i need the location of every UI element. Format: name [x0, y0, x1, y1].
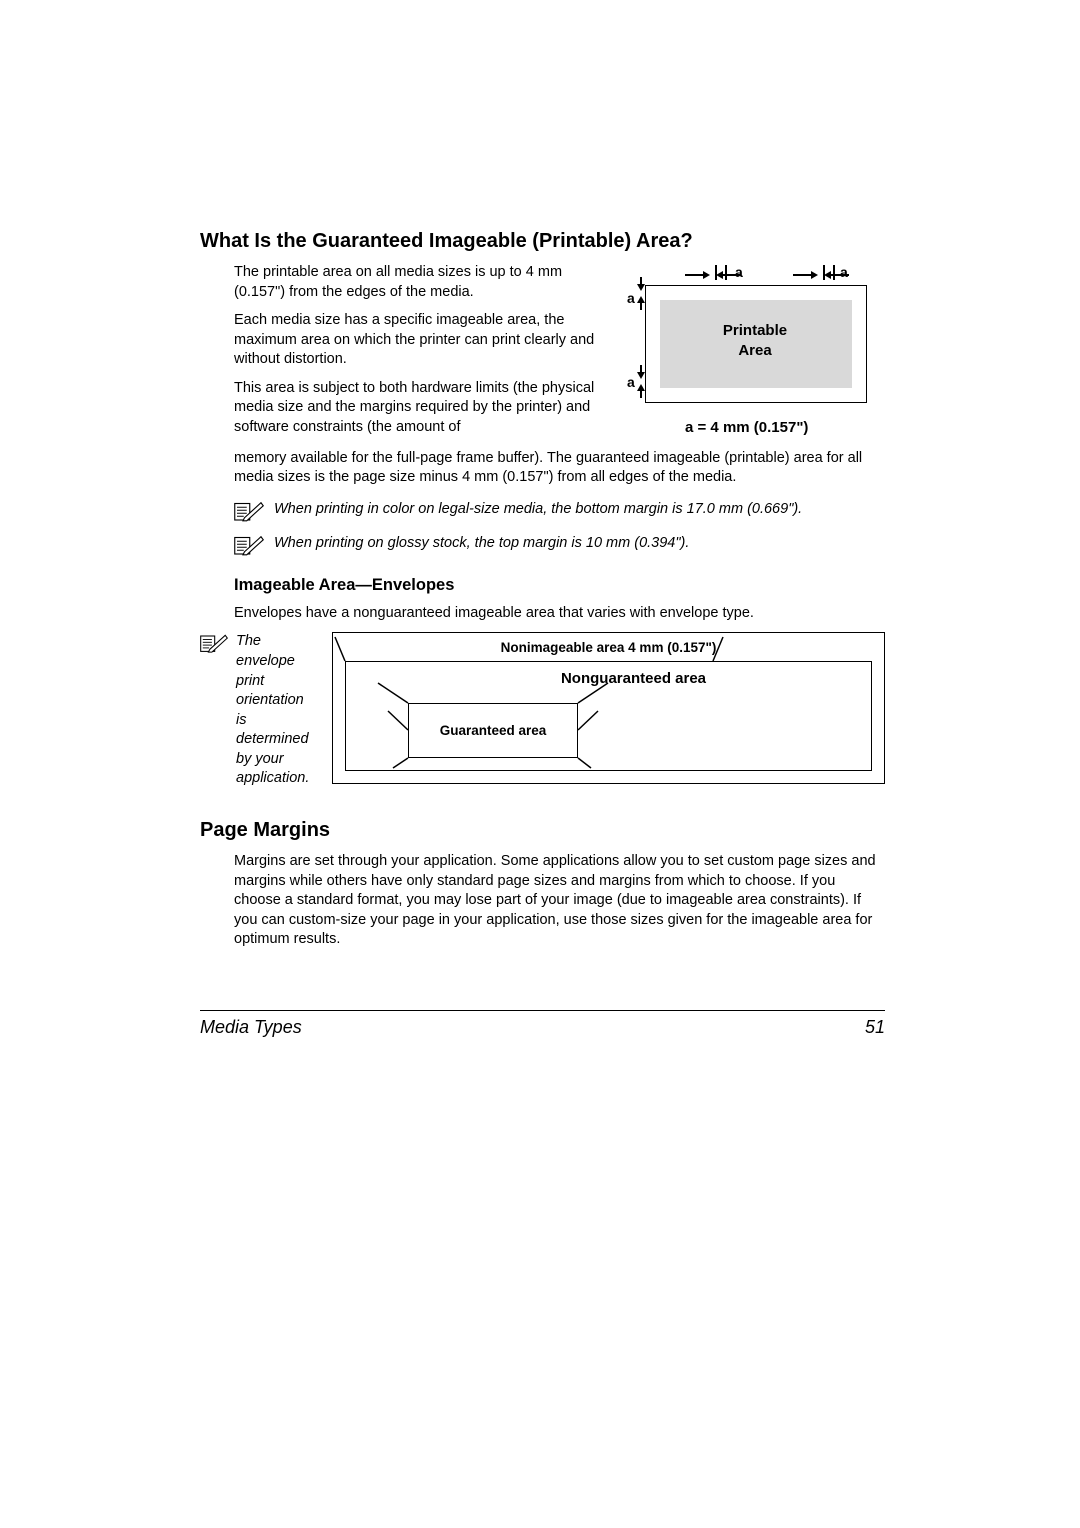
note-icon: [234, 534, 264, 556]
right-column: a a a a: [625, 263, 885, 447]
tick-line: [833, 265, 835, 280]
footer-rule: [200, 1010, 885, 1011]
para-2: Each media size has a specific imageable…: [234, 311, 605, 370]
envelope-note: The envelope print orientation is determ…: [200, 632, 316, 789]
printable-area-diagram: a a a a: [625, 263, 885, 443]
tick-line: [823, 265, 825, 280]
diagram-text-2: Area: [625, 341, 885, 361]
envelope-label-nonimageable: Nonimageable area 4 mm (0.157"): [333, 639, 884, 657]
arrow-left-2: [637, 365, 645, 398]
note-2: When printing on glossy stock, the top m…: [234, 534, 885, 556]
note-icon: [234, 500, 264, 522]
para-5: Envelopes have a nonguaranteed imageable…: [234, 604, 885, 624]
para-3: This area is subject to both hardware li…: [234, 379, 605, 438]
body-block: The printable area on all media sizes is…: [200, 263, 885, 789]
diagram-text-1: Printable: [625, 321, 885, 341]
footer-page-number: 51: [865, 1017, 885, 1038]
heading-page-margins: Page Margins: [200, 819, 885, 842]
envelope-label-nonguaranteed: Nonguaranteed area: [423, 669, 844, 689]
para-1: The printable area on all media sizes is…: [234, 263, 605, 302]
footer-section: Media Types: [200, 1017, 302, 1038]
arrow-top-2: [793, 271, 849, 279]
page-content: What Is the Guaranteed Imageable (Printa…: [0, 0, 1080, 1088]
arrow-left-1: [637, 277, 645, 310]
envelope-label-guaranteed: Guaranteed area: [440, 722, 547, 740]
subheading-envelopes: Imageable Area—Envelopes: [234, 574, 885, 596]
two-column: The printable area on all media sizes is…: [234, 263, 885, 447]
margins-body: Margins are set through your application…: [200, 852, 885, 950]
note-icon: [200, 632, 228, 654]
tick-line: [715, 265, 717, 280]
para-4: memory available for the full-page frame…: [234, 449, 885, 488]
tick-line: [725, 265, 727, 280]
note-2-text: When printing on glossy stock, the top m…: [274, 534, 885, 554]
envelope-inner-2: Guaranteed area: [408, 703, 578, 758]
arrow-top-1: [685, 271, 741, 279]
diagram-label-a: a: [627, 373, 635, 392]
para-6: Margins are set through your application…: [234, 852, 885, 950]
note-3-text: The envelope print orientation is determ…: [236, 632, 316, 789]
left-column: The printable area on all media sizes is…: [234, 263, 605, 447]
heading-printable-area: What Is the Guaranteed Imageable (Printa…: [200, 230, 885, 253]
envelope-row: The envelope print orientation is determ…: [200, 632, 885, 789]
envelope-diagram: Nonimageable area 4 mm (0.157") Nonguara…: [332, 632, 885, 784]
diagram-caption: a = 4 mm (0.157"): [685, 418, 808, 438]
note-1-text: When printing in color on legal-size med…: [274, 500, 885, 520]
footer: Media Types 51: [200, 1017, 885, 1038]
diagram-label-a: a: [627, 289, 635, 308]
note-1: When printing in color on legal-size med…: [234, 500, 885, 522]
